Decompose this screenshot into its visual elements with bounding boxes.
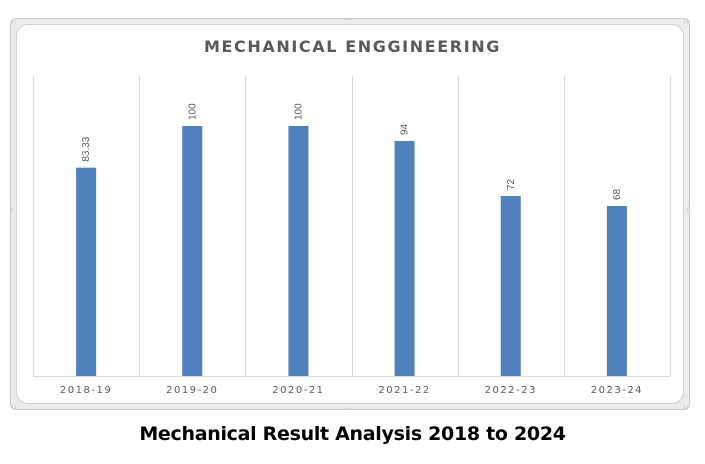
figure-caption: Mechanical Result Analysis 2018 to 2024 — [139, 423, 566, 445]
x-tick-label: 2018-19 — [60, 385, 112, 396]
bar[interactable] — [606, 206, 627, 376]
x-tick-label: 2023-24 — [591, 385, 643, 396]
data-label: 83.33 — [81, 136, 92, 161]
bar[interactable] — [500, 196, 521, 376]
x-tick-label: 2022-23 — [485, 385, 537, 396]
x-tick-label: 2020-21 — [272, 385, 324, 396]
data-label: 72 — [506, 178, 517, 190]
bar[interactable] — [288, 126, 309, 376]
resize-handle-top[interactable]: ···· — [345, 17, 353, 23]
data-label: 94 — [400, 123, 411, 135]
data-label: 100 — [293, 103, 304, 120]
resize-handle-top-right[interactable]: ∷ — [684, 20, 688, 26]
resize-handle-bottom-left[interactable]: ∷ — [12, 405, 16, 411]
chart-area — [16, 24, 684, 404]
resize-handle-top-left[interactable]: ∷ — [12, 20, 16, 26]
bar[interactable] — [182, 126, 203, 376]
resize-handle-right[interactable]: ⁞ — [687, 208, 689, 214]
bar[interactable] — [76, 167, 97, 376]
x-tick-label: 2019-20 — [166, 385, 218, 396]
chart-title: MECHANICAL ENGGINEERING — [204, 37, 501, 56]
data-label: 68 — [612, 188, 623, 200]
resize-handle-bottom[interactable]: ···· — [345, 406, 353, 412]
x-tick-label: 2021-22 — [378, 385, 430, 396]
data-label: 100 — [187, 103, 198, 120]
resize-handle-left[interactable]: ⁞ — [11, 208, 13, 214]
chart-frame[interactable] — [10, 18, 690, 410]
resize-handle-bottom-right[interactable]: ∷ — [684, 405, 688, 411]
bar[interactable] — [394, 141, 415, 376]
